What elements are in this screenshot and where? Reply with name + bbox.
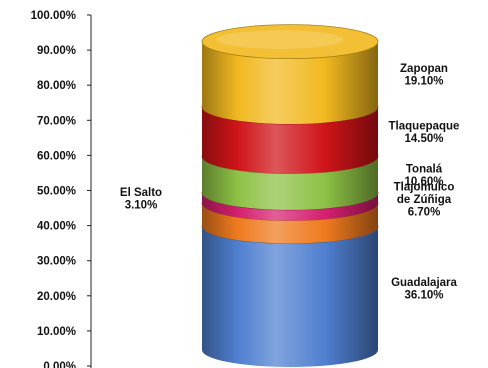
segment-label: Zapopan (400, 63, 448, 75)
y-tick-label: 60.00% (37, 150, 76, 162)
segment-label: 6.70% (408, 206, 441, 218)
top-cap-highlight (216, 30, 344, 50)
segment-label: Tlaquepaque (389, 121, 460, 133)
y-tick-label: 70.00% (37, 115, 76, 127)
y-tick-label: 100.00% (31, 10, 76, 22)
segment-label: 10.60% (404, 176, 443, 188)
segment-body-1 (202, 203, 378, 244)
y-tick-label: 80.00% (37, 80, 76, 92)
segment-label: Guadalajara (391, 277, 457, 289)
segment-body-3 (202, 156, 378, 210)
segment-body-2 (202, 192, 378, 221)
segment-label: Tonalá (406, 164, 443, 176)
y-tick-label: 0.00% (43, 361, 76, 368)
segment-label: El Salto (120, 187, 162, 199)
segment-label: 36.10% (404, 289, 443, 301)
segment-label: de Zúñiga (397, 194, 452, 206)
segment-label: Tlajomulco (394, 181, 455, 193)
y-tick-label: 90.00% (37, 45, 76, 57)
y-tick-label: 20.00% (37, 291, 76, 303)
y-tick-label: 50.00% (37, 186, 76, 198)
segment-body-5 (202, 41, 378, 125)
segment-label: 3.10% (125, 199, 158, 211)
segment-label: 14.50% (404, 133, 443, 145)
y-tick-label: 10.00% (37, 326, 76, 338)
segment-label: 19.10% (404, 76, 443, 88)
segment-body-4 (202, 107, 378, 174)
y-tick-label: 30.00% (37, 256, 76, 268)
y-tick-label: 40.00% (37, 221, 76, 233)
segment-body-0 (202, 226, 378, 367)
